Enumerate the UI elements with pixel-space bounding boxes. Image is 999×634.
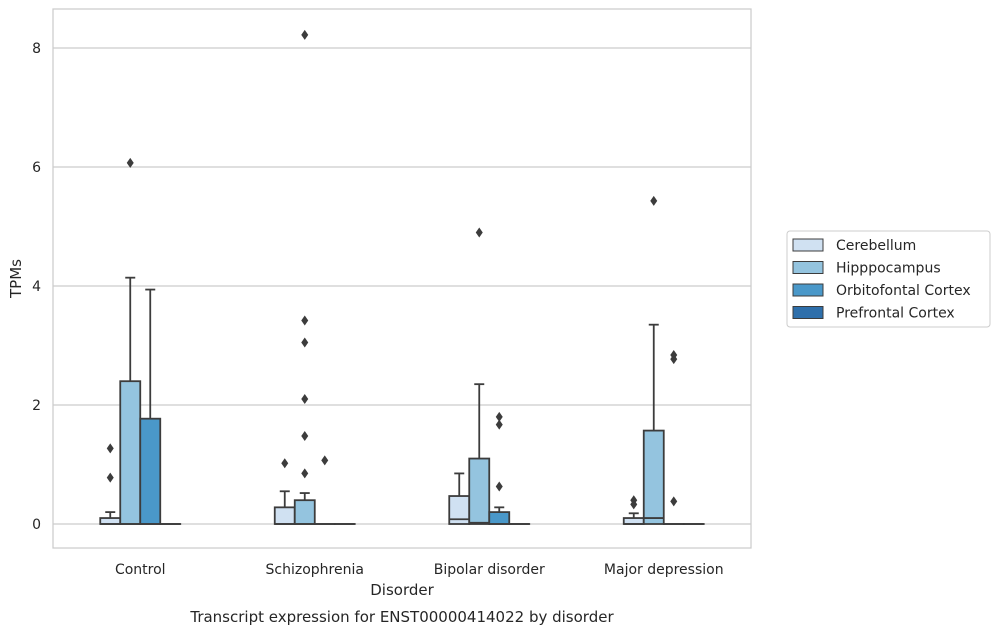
y-axis-label: TPMs bbox=[7, 259, 25, 299]
box-orbitofontal-cortex bbox=[488, 411, 511, 525]
chart-caption: Transcript expression for ENST0000041402… bbox=[189, 608, 614, 626]
y-tick-label: 0 bbox=[32, 517, 41, 533]
outlier-point bbox=[630, 495, 638, 506]
outlier-point bbox=[495, 411, 503, 422]
outlier-point bbox=[495, 419, 503, 430]
legend: Cerebellum Hipppocampus Orbitofontal Corte… bbox=[786, 230, 991, 328]
legend-swatch bbox=[792, 306, 824, 319]
x-tick-label: Schizophrenia bbox=[266, 562, 364, 578]
box-body bbox=[119, 380, 142, 525]
y-tick-label: 2 bbox=[32, 398, 41, 414]
outlier-point bbox=[301, 468, 309, 479]
outlier-point bbox=[301, 394, 309, 405]
plot-frame bbox=[52, 8, 752, 549]
legend-label: Cerebellum bbox=[836, 238, 916, 254]
legend-label: Orbitofontal Cortex bbox=[836, 283, 971, 299]
outlier-point bbox=[281, 458, 289, 469]
box-body bbox=[468, 457, 491, 525]
legend-swatch bbox=[792, 238, 824, 252]
y-tick-label: 8 bbox=[32, 41, 41, 57]
outlier-point bbox=[106, 472, 114, 483]
outlier-point bbox=[301, 29, 309, 40]
box-body bbox=[488, 511, 511, 525]
outlier-point bbox=[670, 350, 678, 361]
outlier-point bbox=[126, 157, 134, 168]
outlier-point bbox=[495, 481, 503, 492]
legend-label: Prefrontal Cortex bbox=[836, 306, 955, 322]
outlier-point bbox=[301, 337, 309, 348]
box-cerebellum bbox=[448, 472, 471, 525]
box-hipppocampus bbox=[642, 195, 665, 525]
outlier-point bbox=[301, 430, 309, 441]
x-tick-label: Bipolar disorder bbox=[434, 562, 545, 578]
outlier-point bbox=[670, 496, 678, 507]
legend-box bbox=[786, 230, 991, 328]
y-tick-label: 4 bbox=[32, 279, 41, 295]
outlier-point bbox=[106, 443, 114, 454]
box-body bbox=[273, 506, 296, 525]
legend-swatch bbox=[792, 283, 824, 297]
box-hipppocampus bbox=[119, 157, 142, 525]
legend-label: Hipppocampus bbox=[836, 261, 941, 277]
box-hipppocampus bbox=[468, 227, 491, 525]
outlier-point bbox=[650, 195, 658, 206]
legend-swatch bbox=[792, 261, 824, 274]
box-hipppocampus bbox=[293, 29, 316, 525]
y-tick-label: 6 bbox=[32, 160, 41, 176]
x-tick-label: Major depression bbox=[604, 562, 724, 578]
box-body bbox=[642, 429, 665, 525]
x-tick-label: Control bbox=[115, 562, 166, 578]
y-tick-labels: 0 2 4 6 8 bbox=[32, 41, 41, 533]
x-tick-labels: Control Schizophrenia Bipolar disorder Majo… bbox=[115, 562, 724, 578]
box-plots bbox=[99, 29, 705, 525]
x-axis-label: Disorder bbox=[370, 581, 434, 599]
box-body bbox=[139, 417, 162, 525]
box-cerebellum bbox=[99, 443, 122, 525]
outlier-point bbox=[301, 315, 309, 326]
box-body bbox=[293, 499, 316, 525]
outlier-point bbox=[321, 455, 329, 466]
box-orbitofontal-cortex bbox=[139, 288, 162, 525]
outlier-point bbox=[475, 227, 483, 238]
